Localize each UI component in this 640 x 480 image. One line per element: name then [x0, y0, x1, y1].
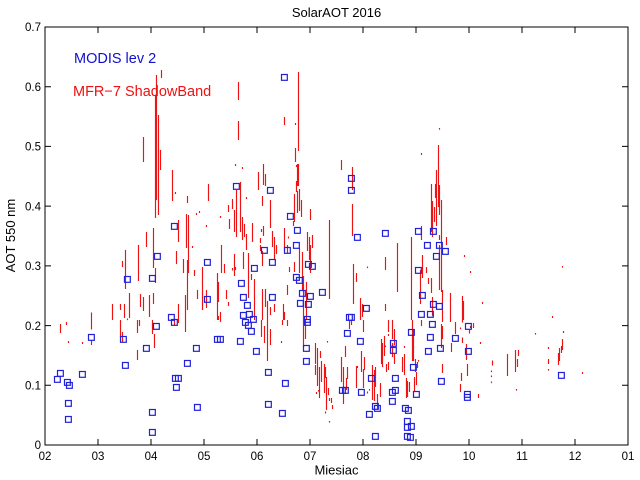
svg-text:04: 04	[145, 451, 158, 463]
svg-text:09: 09	[410, 451, 423, 463]
svg-text:Miesiac: Miesiac	[314, 463, 359, 478]
svg-text:0: 0	[35, 440, 41, 452]
svg-text:0.7: 0.7	[25, 22, 41, 34]
svg-text:0.3: 0.3	[25, 261, 41, 273]
svg-text:AOT 550 nm: AOT 550 nm	[3, 199, 18, 272]
svg-text:08: 08	[357, 451, 370, 463]
svg-text:MFR−7 ShadowBand: MFR−7 ShadowBand	[73, 84, 211, 100]
svg-text:12: 12	[569, 451, 582, 463]
svg-text:0.4: 0.4	[25, 201, 42, 213]
svg-text:0.5: 0.5	[25, 142, 41, 154]
svg-text:0.2: 0.2	[25, 321, 41, 333]
svg-text:06: 06	[251, 451, 264, 463]
svg-text:10: 10	[463, 451, 476, 463]
svg-text:03: 03	[92, 451, 105, 463]
svg-text:MODIS lev 2: MODIS lev 2	[74, 51, 156, 67]
svg-text:01: 01	[622, 451, 635, 463]
svg-text:05: 05	[198, 451, 211, 463]
svg-text:07: 07	[304, 451, 317, 463]
svg-text:02: 02	[39, 451, 52, 463]
svg-text:SolarAOT 2016: SolarAOT 2016	[292, 5, 381, 20]
svg-text:11: 11	[516, 451, 528, 463]
svg-text:0.6: 0.6	[25, 82, 41, 94]
svg-text:0.1: 0.1	[25, 381, 41, 393]
